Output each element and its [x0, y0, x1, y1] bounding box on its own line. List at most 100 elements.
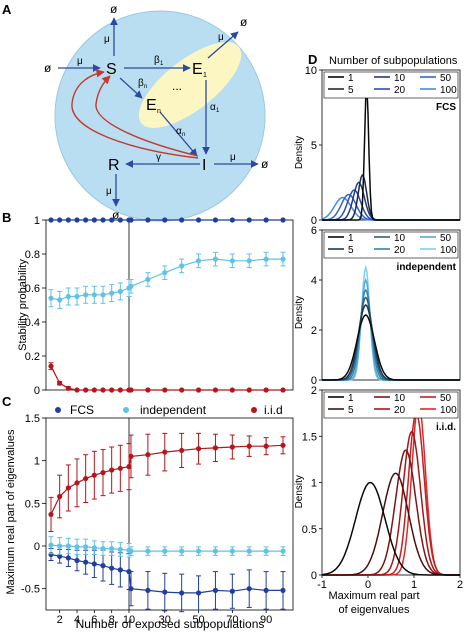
panel-c-point-independent [57, 543, 63, 549]
panel-c-point-independent [83, 544, 89, 550]
panel-c-point-independent [145, 548, 151, 554]
panel-c-xtick-label: 50 [192, 614, 204, 626]
panel-b-point-fcs [100, 217, 106, 223]
panel-b-point-independent [65, 293, 71, 300]
density-iid-curve-10 [322, 449, 460, 576]
legend-fcs-marker [55, 407, 61, 413]
panel-b-point-independent [83, 292, 89, 298]
arrow-e1-death [207, 31, 239, 59]
density-iid-legend-label: 1 [348, 393, 354, 404]
panel-c-point-fcs [128, 586, 134, 592]
panel-b-point-fcs [229, 217, 235, 223]
panel-b-point-independent [162, 270, 168, 276]
panel-b-point-iid [91, 387, 97, 393]
panel-c-point-iid [117, 465, 123, 471]
panel-c-point-iid [162, 449, 168, 455]
panel-c-point-iid [100, 470, 106, 476]
density-fcs-legend-label: 100 [440, 85, 457, 96]
rate-mu-i: μ [230, 152, 236, 163]
panel-b-point-independent [145, 276, 151, 283]
rate-mu-birth: μ [77, 56, 83, 67]
compartment-diagram: S E 1 E n ... I R μ ø μ ø β 1 β n μ ø α … [44, 2, 269, 222]
panel-c-point-independent [162, 548, 168, 554]
panel-b-point-fcs [128, 217, 134, 223]
node-r: R [108, 157, 120, 174]
panel-b-point-fcs [212, 217, 219, 223]
legend-iid: i.i.d [251, 403, 283, 417]
panel-b-point-iid [83, 387, 89, 393]
rate-mu-e1: μ [218, 32, 224, 43]
panel-d-density-charts: Number of subpopulations 0510DensityFCS1… [294, 55, 463, 616]
node-en: E [146, 97, 157, 114]
panel-b-point-fcs [280, 217, 286, 223]
density-iid-legend-label: 5 [348, 405, 354, 416]
exposed-group-ellipse [138, 42, 242, 128]
density-fcs-legend-box [323, 71, 459, 99]
panel-b-point-independent [109, 290, 115, 296]
density-iid-legend-box [323, 391, 459, 419]
density-fcs-curve-50 [321, 193, 460, 221]
panel-b-point-iid [109, 387, 115, 393]
panel-c-point-iid [48, 511, 54, 518]
panel-b-ytick-label: 0.6 [25, 283, 40, 295]
panel-c-point-fcs [179, 590, 185, 596]
arrow-i-to-s-feedback [71, 69, 199, 159]
panel-b-point-iid [263, 387, 269, 393]
panel-b-point-iid [280, 387, 286, 393]
panel-d-xlabel-line2: of eigenvalues [339, 604, 410, 616]
density-independent-legend-box [323, 231, 459, 259]
density-fcs-legend: 1 10 50 5 20 100 [323, 71, 459, 99]
panel-c-point-independent [212, 548, 219, 554]
panel-c-point-iid [83, 475, 89, 482]
panel-c-point-independent [229, 548, 235, 554]
rate-mu-r: μ [106, 186, 112, 197]
panel-b-point-fcs [109, 217, 115, 223]
arrow-i-to-s-feedback-inner [95, 75, 199, 157]
density-iid-ylabel: Density [294, 475, 305, 508]
density-independent-curve-10 [322, 296, 460, 381]
panel-c-ytick-label: 1.5 [25, 413, 40, 425]
empty-r-symbol: ø [112, 208, 120, 222]
density-iid-curve-50 [322, 411, 460, 576]
panel-c-point-iid [91, 472, 97, 478]
density-independent-legend-label: 5 [348, 245, 354, 256]
rate-alphan: α [176, 126, 182, 137]
density-independent-ytick-label: 0 [311, 375, 317, 387]
panel-b-point-fcs [145, 217, 151, 223]
legend-fcs-label: FCS [70, 403, 94, 417]
rate-alpha1-sub: 1 [216, 108, 220, 114]
panel-c-point-iid [280, 442, 286, 448]
panel-b-point-iid [162, 387, 168, 393]
density-subplot-independent: 0 2 4 6 Density independent 1 10 50 5 20 100 [294, 225, 461, 387]
panel-c-point-independent [74, 544, 80, 550]
panel-c-point-iid [179, 447, 185, 454]
panel-c-point-iid [57, 493, 63, 500]
panel-c-xtick-label: 10 [123, 614, 135, 626]
arrow-en-to-i [159, 111, 198, 157]
panel-label-c: C [2, 394, 12, 409]
density-fcs-ytick-label: 10 [305, 65, 317, 77]
empty-s-symbol: ø [110, 2, 118, 16]
legend-independent: independent [123, 403, 207, 417]
density-independent-legend-label: 50 [440, 233, 452, 244]
panel-d-xlabel-line1: Maximum real part [328, 590, 419, 602]
panel-c-xtick-label: 30 [159, 614, 171, 626]
density-independent-ylabel: Density [294, 296, 305, 329]
panel-c-point-iid [128, 453, 134, 459]
legend-independent-label: independent [140, 403, 207, 417]
panel-b-point-iid [212, 387, 219, 393]
rate-alphan-sub: n [182, 132, 185, 138]
panel-c-point-independent [65, 543, 71, 549]
panel-b-point-independent [212, 256, 219, 262]
panel-b-point-fcs [246, 217, 252, 223]
panel-c-xtick-label: 4 [74, 614, 80, 626]
panel-b-point-iid [100, 387, 106, 393]
legend-independent-marker [123, 407, 129, 413]
density-fcs-curve-1 [322, 87, 460, 221]
rate-gamma: γ [156, 152, 161, 163]
panel-b-ytick-label: 0.4 [25, 317, 40, 329]
panel-b-point-independent [229, 258, 235, 264]
panel-c-point-fcs [117, 567, 123, 573]
panel-c-point-iid [74, 480, 80, 486]
